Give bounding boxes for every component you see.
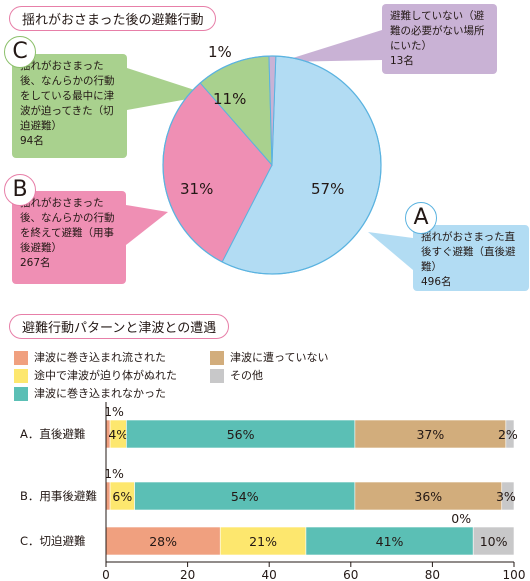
x-tick-label: 0 — [102, 568, 110, 581]
bar-data-label: 54% — [231, 489, 259, 504]
callout-b-text: 揺れがおさまった後、なんらかの行動を終えて避難（用事後避難） — [20, 197, 115, 254]
pie-label-c: 11% — [213, 90, 247, 108]
legend-item-wet: 途中で津波が迫り体がぬれた — [14, 367, 177, 383]
legend-swatch — [14, 369, 28, 383]
legend-item-not-caught: 津波に巻き込まれなかった — [14, 385, 166, 401]
letter-a-badge: A — [405, 202, 437, 234]
callout-a-text: 揺れがおさまった直後すぐ避難（直後避難） — [421, 231, 516, 273]
callout-b-count: 267名 — [20, 257, 51, 269]
legend-item-other: その他 — [210, 367, 263, 383]
callout-a-count: 496名 — [421, 276, 452, 288]
bar-segment — [219, 526, 307, 556]
callout-c-text: 揺れがおさまった後、なんらかの行動をしている最中に津波が迫ってきた（切迫避難） — [20, 60, 115, 132]
legend-swatch — [14, 387, 28, 401]
bar-segment — [105, 481, 111, 511]
bar-category-label: B．用事後避難 — [20, 489, 97, 503]
pie-label-n: 1% — [208, 43, 232, 61]
bar-segment — [105, 526, 221, 556]
bar-data-label: 6% — [112, 489, 132, 504]
bar-segment — [354, 481, 503, 511]
legend-label: その他 — [230, 369, 263, 382]
callout-b-pointer — [126, 205, 168, 245]
callout-c: 揺れがおさまった後、なんらかの行動をしている最中に津波が迫ってきた（切迫避難） … — [12, 54, 127, 158]
bar-chart-title: 避難行動パターンと津波との遭遇 — [9, 314, 230, 339]
bar-segment — [305, 526, 474, 556]
letter-c-badge: C — [4, 36, 36, 68]
legend-swatch — [210, 351, 224, 365]
callout-n-pointer — [280, 30, 382, 62]
bar-data-label: 28% — [149, 534, 177, 549]
callout-a-pointer — [368, 232, 413, 270]
bar-data-label: 4% — [108, 427, 128, 442]
bar-data-label: 41% — [376, 534, 404, 549]
callout-no-evacuation: 避難していない（避難の必要がない場所にいた） 13名 — [382, 4, 497, 74]
bar-data-label: 36% — [414, 489, 442, 504]
legend-swatch — [14, 351, 28, 365]
bar-data-label: 1% — [104, 404, 124, 419]
legend-item-not-encountered: 津波に遭っていない — [210, 349, 328, 365]
legend-label: 途中で津波が迫り体がぬれた — [34, 369, 177, 382]
legend-label: 津波に遭っていない — [230, 351, 329, 364]
bar-data-label: 1% — [104, 466, 124, 481]
pie-label-b: 31% — [180, 180, 214, 198]
pie-label-a: 57% — [311, 180, 345, 198]
callout-n-count: 13名 — [390, 55, 414, 67]
bar-data-label: 21% — [249, 534, 277, 549]
bar-data-label: 10% — [480, 534, 508, 549]
bar-segment — [472, 526, 515, 556]
bar-data-label: 37% — [416, 427, 444, 442]
bar-segment — [109, 481, 135, 511]
bar-data-label: 0% — [451, 511, 471, 526]
bar-category-label: A．直後避難 — [20, 427, 85, 441]
bar-segment — [501, 481, 515, 511]
pie-outline — [162, 55, 382, 275]
bar-segment — [134, 481, 356, 511]
bar-segment — [505, 419, 515, 449]
legend-label: 津波に巻き込まれなかった — [34, 387, 166, 400]
x-tick-label: 40 — [262, 568, 277, 581]
legend-item-swept: 津波に巻き込まれ流された — [14, 349, 166, 365]
x-tick-label: 60 — [343, 568, 358, 581]
x-tick-label: 100 — [503, 568, 526, 581]
legend-label: 津波に巻き込まれ流された — [34, 351, 166, 364]
legend-swatch — [210, 369, 224, 383]
bar-data-label: 3% — [496, 489, 516, 504]
bar-segment — [354, 419, 507, 449]
callout-n-text: 避難していない（避難の必要がない場所にいた） — [390, 10, 485, 52]
callout-a: 揺れがおさまった直後すぐ避難（直後避難） 496名 — [413, 225, 529, 291]
bar-segment — [126, 419, 356, 449]
x-tick-label: 20 — [180, 568, 195, 581]
callout-c-count: 94名 — [20, 135, 44, 147]
callout-b: 揺れがおさまった後、なんらかの行動を終えて避難（用事後避難） 267名 — [12, 191, 126, 284]
callout-c-pointer — [127, 68, 210, 110]
pie-chart-title: 揺れがおさまった後の避難行動 — [9, 6, 217, 31]
bar-category-label: C．切迫避難 — [20, 534, 86, 548]
bar-data-label: 56% — [227, 427, 255, 442]
bar-data-label: 2% — [498, 427, 518, 442]
x-tick-label: 80 — [425, 568, 440, 581]
letter-b-badge: B — [4, 174, 36, 206]
